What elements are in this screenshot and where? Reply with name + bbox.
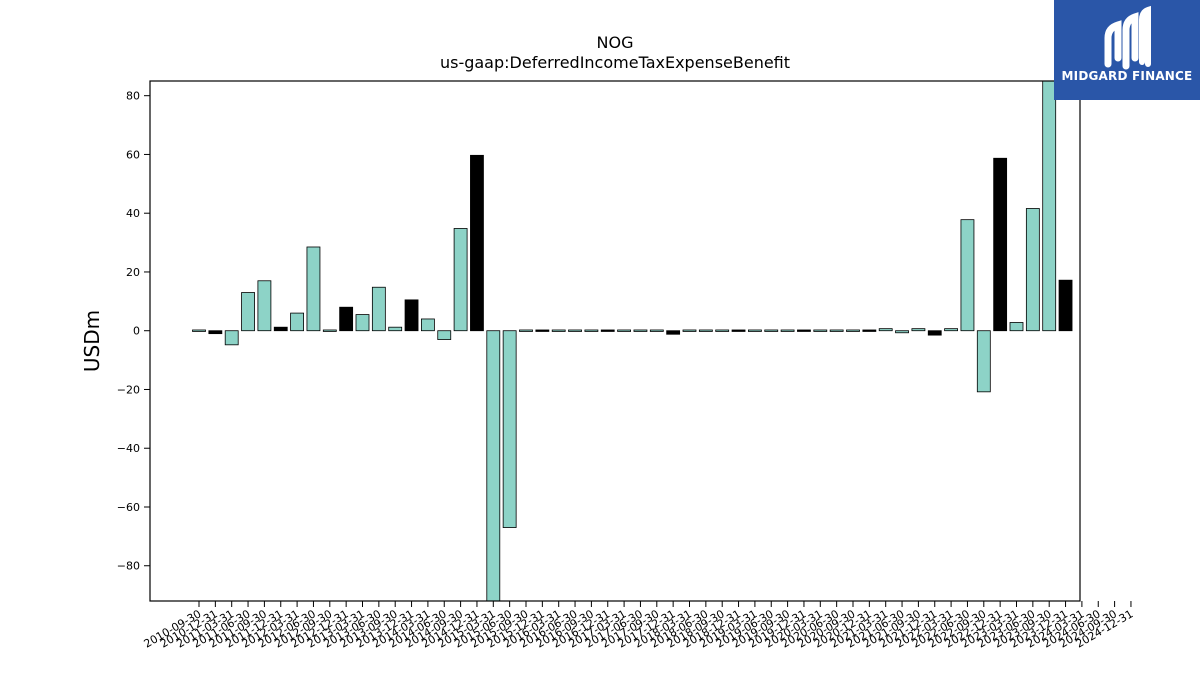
bar-2021-06-30 — [895, 330, 909, 334]
bar-2015-12-31 — [535, 329, 550, 332]
bar-2012-09-30 — [322, 329, 337, 332]
y-axis: −80 −60 −40 −20 0 20 40 60 80 — [117, 90, 150, 573]
bar-2012-06-30 — [306, 246, 321, 332]
bar-2016-12-31 — [600, 329, 615, 332]
y-tick-label: 20 — [126, 266, 140, 279]
bar-2018-12-31 — [731, 329, 746, 332]
bar-2010-12-31 — [208, 330, 223, 335]
bar-2016-06-30 — [568, 329, 582, 332]
bar-2020-12-31 — [862, 329, 877, 332]
bar-2013-06-30 — [371, 286, 386, 332]
bar-2014-06-30 — [437, 330, 452, 340]
bar-2012-03-31 — [290, 312, 305, 332]
bar-2016-03-31 — [551, 329, 566, 332]
bar-2022-09-30 — [976, 330, 991, 393]
bar-2014-03-31 — [420, 318, 435, 332]
bar-2023-09-30 — [1042, 80, 1057, 332]
bar-2019-09-30 — [780, 329, 795, 332]
bar-2013-03-31 — [355, 314, 370, 332]
y-axis-label: USDm — [80, 309, 104, 373]
brand-name: MIDGARD FINANCE — [1061, 69, 1193, 83]
bar-2019-03-31 — [748, 329, 762, 332]
bar-2017-03-31 — [617, 329, 631, 332]
bars-group — [192, 80, 1073, 602]
bar-2013-09-30 — [388, 326, 403, 332]
x-axis: 2010-09-302010-12-312011-03-312011-06-30… — [142, 601, 1135, 651]
bar-2019-06-30 — [764, 329, 779, 332]
y-tick-label: 60 — [126, 148, 140, 161]
bar-2023-12-31 — [1058, 279, 1073, 332]
bar-2011-03-31 — [224, 330, 239, 346]
bar-2021-12-31 — [927, 330, 942, 336]
bar-2017-12-31 — [666, 330, 681, 335]
bar-2015-03-31 — [486, 330, 501, 602]
bar-2013-12-31 — [404, 299, 419, 332]
bar-2022-12-31 — [993, 157, 1008, 332]
bar-2020-09-30 — [846, 329, 860, 332]
bar-2012-12-31 — [339, 306, 354, 332]
bar-2011-06-30 — [241, 292, 255, 332]
bar-2014-12-31 — [470, 154, 484, 332]
y-tick-label: −40 — [117, 442, 140, 455]
chart-subtitle: us-gaap:DeferredIncomeTaxExpenseBenefit — [439, 53, 791, 72]
bar-2016-09-30 — [584, 329, 599, 332]
bar-2023-06-30 — [1025, 208, 1040, 332]
bar-2018-09-30 — [715, 329, 730, 332]
bar-2021-03-31 — [878, 328, 893, 332]
bar-2018-06-30 — [698, 329, 713, 332]
y-tick-label: −80 — [117, 560, 140, 573]
y-tick-label: 80 — [126, 90, 140, 103]
chart-title: NOG — [596, 33, 634, 52]
bar-2010-09-30 — [192, 329, 206, 332]
bar-2017-09-30 — [649, 329, 664, 332]
midgard-m-logo-icon — [1104, 5, 1151, 70]
y-tick-label: 0 — [133, 325, 140, 338]
bar-2022-06-30 — [960, 219, 975, 332]
y-tick-label: 40 — [126, 207, 140, 220]
bar-2011-09-30 — [257, 280, 272, 332]
bar-2017-06-30 — [633, 329, 648, 332]
bar-2015-09-30 — [519, 329, 533, 332]
plot-frame — [149, 80, 1081, 602]
bar-2021-09-30 — [911, 328, 926, 332]
bar-2011-12-31 — [273, 326, 288, 332]
y-tick-label: −20 — [117, 383, 140, 396]
bar-2019-12-31 — [797, 329, 811, 332]
bar-2022-03-31 — [944, 328, 958, 332]
brand-logo: MIDGARD FINANCE — [1054, 0, 1200, 100]
bar-2014-09-30 — [453, 228, 468, 332]
y-tick-label: −60 — [117, 501, 140, 514]
bar-2018-03-31 — [682, 329, 697, 332]
bar-2015-06-30 — [502, 330, 517, 528]
bar-2020-03-31 — [813, 329, 828, 332]
bar-2020-06-30 — [829, 329, 844, 332]
bar-2023-03-31 — [1009, 322, 1024, 332]
